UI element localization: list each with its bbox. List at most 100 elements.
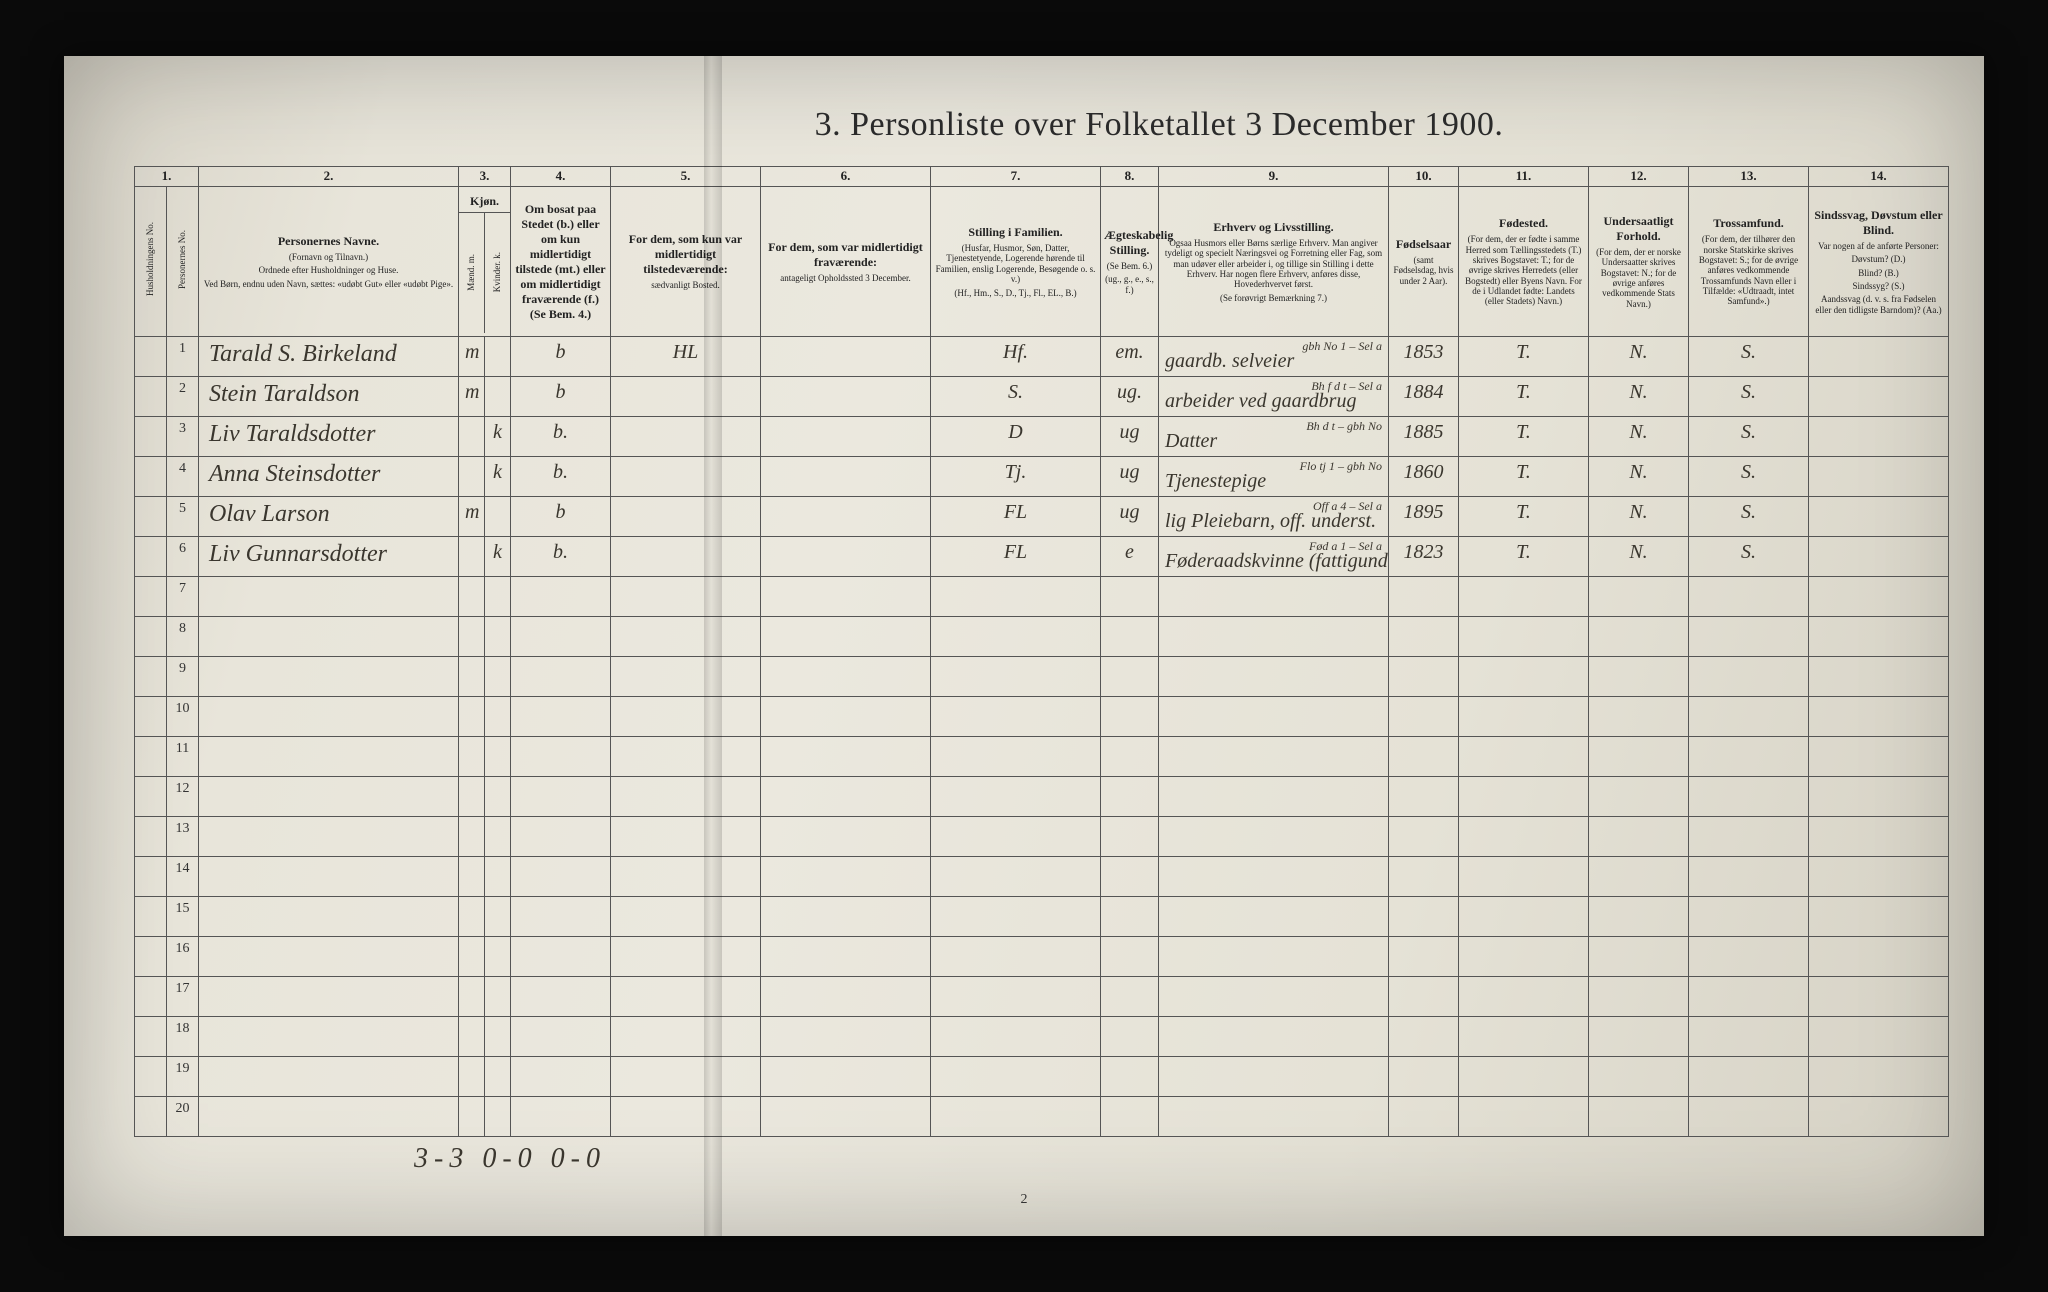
- table-cell: [1159, 1017, 1389, 1057]
- table-cell: [1159, 817, 1389, 857]
- table-cell: [1101, 1097, 1159, 1137]
- table-cell: 10: [167, 697, 199, 737]
- table-cell: [485, 937, 511, 977]
- table-cell: [459, 1017, 485, 1057]
- column-header: Erhverv og Livsstilling.Ogsaa Husmors el…: [1159, 187, 1389, 337]
- table-cell: 9: [167, 657, 199, 697]
- column-number: 13.: [1689, 167, 1809, 187]
- table-cell: Fød a 1 – Sel aFøderaadskvinne (fattigun…: [1159, 537, 1389, 577]
- column-number: 9.: [1159, 167, 1389, 187]
- table-cell: S.: [931, 377, 1101, 417]
- table-row: 6Liv Gunnarsdotterkb.FLeFød a 1 – Sel aF…: [135, 537, 1949, 577]
- table-cell: N.: [1589, 417, 1689, 457]
- table-cell: [135, 577, 167, 617]
- table-row: 8: [135, 617, 1949, 657]
- column-number: 11.: [1459, 167, 1589, 187]
- table-row: 11: [135, 737, 1949, 777]
- table-cell: [1809, 897, 1949, 937]
- table-cell: [1809, 817, 1949, 857]
- table-cell: [135, 817, 167, 857]
- table-cell: [485, 777, 511, 817]
- table-cell: [611, 457, 761, 497]
- column-number: 7.: [931, 167, 1101, 187]
- table-cell: [199, 697, 459, 737]
- table-cell: [1809, 377, 1949, 417]
- table-cell: [1589, 617, 1689, 657]
- table-cell: k: [485, 457, 511, 497]
- table-cell: [511, 817, 611, 857]
- table-cell: [1589, 577, 1689, 617]
- table-cell: [511, 1097, 611, 1137]
- table-cell: [1589, 857, 1689, 897]
- column-header: Fødested.(For dem, der er fødte i samme …: [1459, 187, 1589, 337]
- table-cell: Stein Taraldson: [199, 377, 459, 417]
- table-cell: 20: [167, 1097, 199, 1137]
- table-cell: [459, 777, 485, 817]
- column-header: Kjøn.Mænd. m.Kvinder. k.: [459, 187, 511, 337]
- table-cell: [1389, 657, 1459, 697]
- table-cell: 12: [167, 777, 199, 817]
- table-cell: 19: [167, 1057, 199, 1097]
- table-cell: [611, 1097, 761, 1137]
- column-header: Fødselsaar(samt Fødselsdag, hvis under 2…: [1389, 187, 1459, 337]
- table-cell: k: [485, 417, 511, 457]
- table-cell: [1101, 617, 1159, 657]
- table-cell: [611, 417, 761, 457]
- table-cell: [135, 457, 167, 497]
- census-table: 1.2.3.4.5.6.7.8.9.10.11.12.13.14. Hushol…: [134, 166, 1949, 1137]
- table-row: 5Olav LarsonmbFLugOff a 4 – Sel alig Ple…: [135, 497, 1949, 537]
- table-cell: [459, 457, 485, 497]
- table-cell: b.: [511, 537, 611, 577]
- column-header: Personernes Navne.(Fornavn og Tilnavn.)O…: [199, 187, 459, 337]
- column-header-row: Husholdningens No.Personernes No.Persone…: [135, 187, 1949, 337]
- table-cell: Bh f d t – Sel aarbeider ved gaardbrug: [1159, 377, 1389, 417]
- table-cell: 11: [167, 737, 199, 777]
- table-cell: [1589, 1017, 1689, 1057]
- table-cell: 5: [167, 497, 199, 537]
- table-cell: ug: [1101, 457, 1159, 497]
- table-cell: [611, 497, 761, 537]
- table-cell: b: [511, 377, 611, 417]
- table-cell: Tarald S. Birkeland: [199, 337, 459, 377]
- table-cell: T.: [1459, 537, 1589, 577]
- table-cell: [199, 897, 459, 937]
- table-cell: [135, 937, 167, 977]
- table-cell: [931, 697, 1101, 737]
- table-cell: [1389, 617, 1459, 657]
- column-header: Ægteskabelig Stilling.(Se Bem. 6.)(ug., …: [1101, 187, 1159, 337]
- table-cell: [611, 857, 761, 897]
- table-cell: [1689, 577, 1809, 617]
- table-cell: 15: [167, 897, 199, 937]
- table-cell: [459, 977, 485, 1017]
- table-cell: [1809, 1097, 1949, 1137]
- table-cell: [485, 737, 511, 777]
- table-cell: [459, 1057, 485, 1097]
- table-cell: [459, 1097, 485, 1137]
- table-cell: [1159, 657, 1389, 697]
- table-cell: [511, 897, 611, 937]
- table-cell: [511, 777, 611, 817]
- table-cell: [1689, 697, 1809, 737]
- table-row: 9: [135, 657, 1949, 697]
- table-cell: [485, 857, 511, 897]
- table-cell: [1101, 697, 1159, 737]
- column-number: 6.: [761, 167, 931, 187]
- table-cell: [931, 857, 1101, 897]
- column-number: 4.: [511, 167, 611, 187]
- table-cell: [511, 577, 611, 617]
- table-cell: FL: [931, 497, 1101, 537]
- table-cell: [1459, 1057, 1589, 1097]
- table-cell: 1853: [1389, 337, 1459, 377]
- table-cell: [931, 977, 1101, 1017]
- table-cell: [459, 817, 485, 857]
- table-cell: [1101, 1057, 1159, 1097]
- table-cell: [611, 617, 761, 657]
- table-cell: [135, 617, 167, 657]
- table-cell: [1809, 497, 1949, 537]
- table-cell: [511, 617, 611, 657]
- table-cell: b.: [511, 457, 611, 497]
- table-cell: [199, 1057, 459, 1097]
- table-cell: [199, 577, 459, 617]
- table-cell: [761, 897, 931, 937]
- table-cell: [1589, 897, 1689, 937]
